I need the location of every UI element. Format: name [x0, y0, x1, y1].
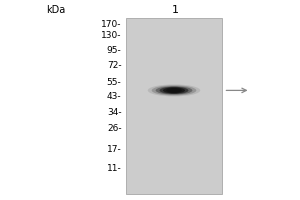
Text: 17-: 17- [107, 146, 122, 154]
Text: 26-: 26- [107, 124, 122, 133]
Text: 1: 1 [172, 5, 179, 15]
Ellipse shape [148, 84, 200, 96]
Text: 95-: 95- [107, 46, 122, 55]
Text: 11-: 11- [107, 164, 122, 173]
Text: 72-: 72- [107, 61, 122, 70]
FancyBboxPatch shape [126, 18, 222, 194]
Ellipse shape [156, 86, 192, 95]
Ellipse shape [152, 85, 196, 96]
Ellipse shape [166, 88, 182, 93]
Text: 43-: 43- [107, 92, 122, 101]
Text: 130-: 130- [101, 31, 122, 40]
Text: 55-: 55- [107, 78, 122, 87]
Ellipse shape [169, 89, 179, 92]
Ellipse shape [160, 87, 188, 94]
Text: 34-: 34- [107, 108, 122, 117]
Ellipse shape [163, 87, 185, 93]
Text: 170-: 170- [101, 20, 122, 29]
Text: kDa: kDa [46, 5, 66, 15]
